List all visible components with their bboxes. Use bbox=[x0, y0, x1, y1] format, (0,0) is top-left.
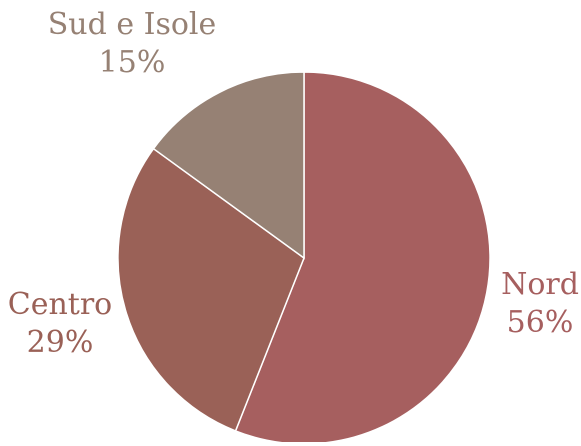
slice-value-sud-e-isole: 15% bbox=[99, 45, 166, 80]
pie-slice-sud-e-isole bbox=[152, 71, 305, 260]
slice-value-nord: 56% bbox=[507, 305, 574, 340]
slice-value-centro: 29% bbox=[27, 325, 94, 360]
slice-label-sud-e-isole: Sud e Isole bbox=[48, 7, 217, 42]
pie-slice-centro bbox=[117, 147, 305, 432]
slice-label-centro: Centro bbox=[8, 287, 113, 322]
pie-slices bbox=[117, 71, 491, 445]
slice-label-nord: Nord bbox=[501, 267, 579, 302]
